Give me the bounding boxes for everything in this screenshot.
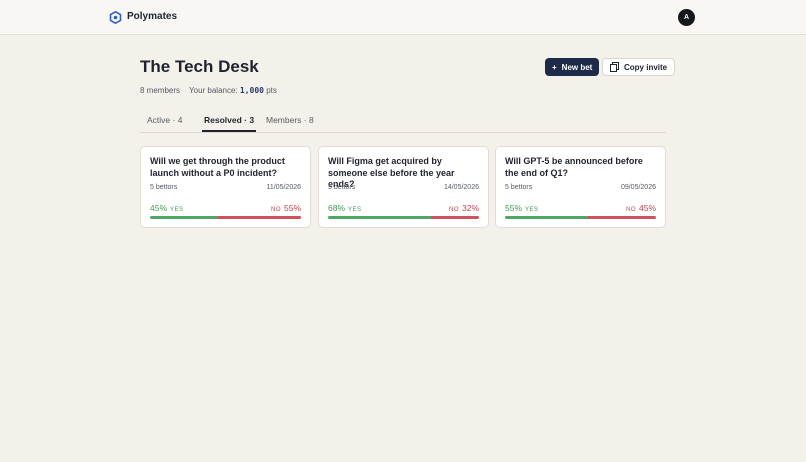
no-label: NO [270, 207, 281, 213]
bettors: 5 bettors [150, 184, 178, 191]
tab[interactable]: Members · 8 [266, 115, 314, 125]
yes-label: YES [525, 207, 539, 213]
no-percent: 45% [638, 203, 656, 213]
no-bar [430, 216, 479, 219]
no-bar [217, 216, 301, 219]
tab[interactable]: Active · 4 [147, 115, 183, 125]
card-meta: 5 bettors 09/05/2026 [505, 184, 656, 191]
button-label: Copy invite [624, 62, 668, 72]
date: 14/05/2026 [443, 184, 479, 191]
odds-bar [328, 216, 479, 219]
avatar[interactable]: A [678, 9, 695, 26]
odds-bar [505, 216, 656, 219]
yes-bar [150, 216, 218, 219]
group-title: The Tech Desk [140, 57, 259, 76]
question: Will Figma get acquired by someone else … [328, 156, 455, 189]
no-label: NO [448, 207, 459, 213]
no-odds: NO 45% [623, 203, 656, 213]
no-bar [588, 216, 656, 219]
card-meta: 5 bettors 14/05/2026 [328, 184, 479, 191]
odds: 45% YES NO 55% [150, 203, 301, 213]
no-percent: 32% [461, 203, 479, 213]
yes-label: YES [170, 207, 184, 213]
button-label: New bet [561, 62, 593, 72]
yes-bar [328, 216, 431, 219]
bettors: 5 bettors [505, 184, 533, 191]
balance-unit: pts [266, 86, 277, 95]
no-percent: 55% [283, 203, 301, 213]
balance-label: Your balance: [189, 86, 238, 95]
odds: 68% YES NO 32% [328, 203, 479, 213]
bet-card[interactable]: Will Figma get acquired by someone else … [318, 146, 489, 228]
yes-odds: 68% YES [328, 203, 365, 213]
card-meta: 5 bettors 11/05/2026 [150, 184, 301, 191]
icon: + [552, 62, 557, 72]
question: Will we get through the product launch w… [150, 156, 285, 178]
no-odds: NO 32% [446, 203, 479, 213]
date: 11/05/2026 [266, 184, 301, 191]
odds: 55% YES NO 45% [505, 203, 656, 213]
yes-label: YES [348, 207, 362, 213]
question: Will GPT-5 be announced before the end o… [505, 156, 643, 178]
no-label: NO [625, 207, 636, 213]
yes-percent: 55% [505, 203, 523, 213]
yes-bar [505, 216, 589, 219]
bettors: 5 bettors [328, 184, 356, 191]
group-meta: 8 members Your balance: 1,000 pts [140, 86, 277, 95]
yes-odds: 55% YES [505, 203, 542, 213]
members-count: 8 members [140, 86, 181, 95]
yes-percent: 68% [328, 203, 346, 213]
tabs: Active · 4 Resolved · 3 Members · 8 [140, 115, 666, 133]
brand[interactable]: Polymates [127, 11, 178, 22]
balance-value: 1,000 [239, 86, 264, 95]
date: 09/05/2026 [620, 184, 656, 191]
yes-percent: 45% [150, 203, 168, 213]
logo[interactable] [109, 11, 122, 24]
header: Polymates A [0, 0, 806, 35]
bet-card[interactable]: Will GPT-5 be announced before the end o… [495, 146, 666, 228]
copy-invite-button[interactable]: Copy invite [602, 58, 676, 76]
tab[interactable]: Resolved · 3 [202, 115, 257, 132]
yes-odds: 45% YES [150, 203, 187, 213]
no-odds: NO 55% [268, 203, 301, 213]
balance: Your balance: 1,000 pts [189, 86, 277, 95]
icon [610, 62, 619, 72]
new-bet-button[interactable]: + New bet [545, 58, 600, 76]
bet-card[interactable]: Will we get through the product launch w… [140, 146, 311, 228]
odds-bar [150, 216, 301, 219]
